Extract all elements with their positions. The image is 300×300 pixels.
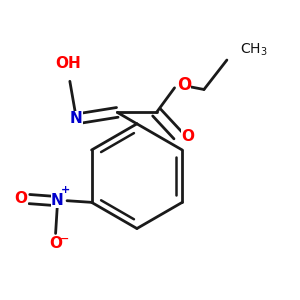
Text: CH$_3$: CH$_3$: [240, 42, 268, 58]
Text: O: O: [15, 191, 28, 206]
Text: O: O: [177, 76, 191, 94]
Text: OH: OH: [55, 56, 81, 71]
Text: −: −: [60, 234, 69, 244]
Text: N: N: [51, 193, 64, 208]
Text: O: O: [181, 129, 194, 144]
Text: O: O: [49, 236, 62, 251]
Text: +: +: [61, 185, 70, 195]
Text: N: N: [70, 111, 83, 126]
